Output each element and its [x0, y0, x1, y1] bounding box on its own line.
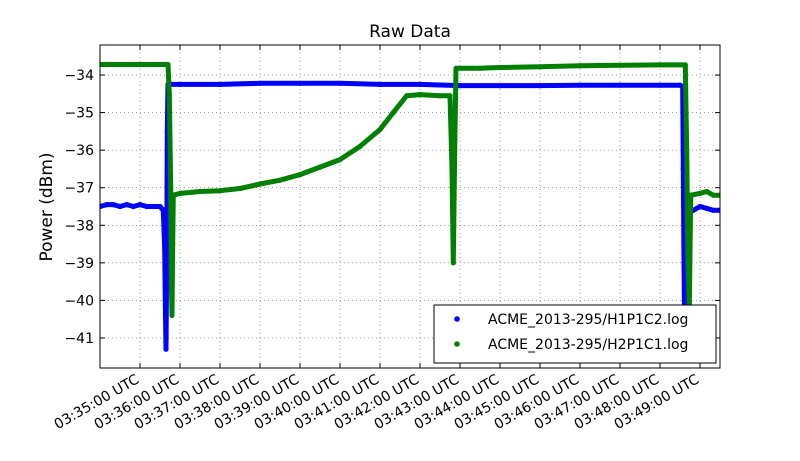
data-point [137, 61, 143, 68]
data-point [337, 80, 343, 86]
data-point [717, 192, 720, 198]
data-point [100, 203, 103, 210]
data-point [577, 82, 583, 88]
data-point [377, 81, 383, 87]
data-point [157, 203, 163, 210]
data-point [337, 157, 343, 163]
data-point [617, 82, 623, 88]
data-point [657, 62, 663, 68]
data-point [697, 203, 703, 210]
y-tick-label: −40 [64, 293, 94, 309]
data-point [710, 192, 716, 198]
data-point [697, 190, 703, 196]
data-point [130, 203, 136, 210]
data-point [437, 93, 443, 99]
y-tick-label: −34 [64, 68, 94, 84]
data-point [257, 181, 263, 187]
data-point [390, 110, 396, 116]
y-tick-label: −37 [64, 181, 94, 197]
data-point [377, 126, 383, 133]
y-tick-label: −38 [64, 218, 94, 234]
data-point [168, 279, 174, 285]
data-point [237, 185, 243, 192]
data-point [417, 81, 423, 87]
data-point [457, 83, 463, 89]
data-point [453, 65, 459, 71]
data-point [160, 207, 166, 213]
data-point [497, 64, 503, 71]
data-point [170, 192, 176, 198]
data-point [117, 61, 123, 68]
data-point [704, 205, 710, 211]
legend-label-h2p1c1: ACME_2013-295/H2P1C1.log [488, 337, 688, 353]
series-2 [100, 61, 720, 318]
data-point [150, 203, 156, 210]
data-point [577, 63, 583, 69]
chart-title: Raw Data [369, 22, 451, 42]
data-point [110, 202, 116, 208]
data-point [447, 93, 453, 99]
data-point [277, 177, 283, 183]
series-trace [100, 62, 720, 318]
data-point [477, 65, 483, 71]
data-point [497, 83, 503, 89]
data-point [685, 260, 691, 266]
legend: ACME_2013-295/H1P1C2.log ACME_2013-295/H… [433, 304, 717, 364]
data-point [169, 312, 175, 318]
data-point [117, 203, 123, 210]
data-point [144, 203, 150, 210]
data-point [297, 80, 303, 86]
data-point [717, 207, 720, 213]
data-point [657, 82, 663, 88]
data-point [197, 188, 203, 195]
data-point [449, 166, 455, 172]
y-tick-label: −39 [64, 256, 94, 272]
data-point [704, 188, 710, 195]
data-point [162, 297, 168, 303]
data-point [688, 192, 694, 198]
data-point [217, 188, 223, 194]
data-point [166, 91, 172, 97]
data-point [100, 61, 103, 68]
data-point [217, 81, 223, 87]
data-point [177, 190, 183, 196]
y-tick-label: −36 [64, 143, 94, 159]
data-point [710, 207, 716, 213]
data-point [137, 202, 143, 208]
y-tick-label: −41 [64, 331, 94, 347]
data-point [452, 147, 458, 153]
data-point [684, 147, 690, 153]
data-point [164, 260, 170, 266]
legend-marker-h2p1c1 [454, 341, 460, 347]
data-point [163, 346, 169, 352]
data-point [297, 172, 303, 178]
data-point [357, 143, 363, 149]
data-point [124, 202, 130, 208]
legend-label-h1p1c2: ACME_2013-295/H1P1C2.log [488, 312, 688, 328]
data-point [317, 164, 323, 170]
legend-marker-h1p1c2 [454, 316, 460, 322]
data-point [170, 241, 176, 247]
data-point [104, 202, 110, 208]
data-point [404, 93, 410, 99]
plot-frame [99, 44, 721, 369]
y-axis-label: Power (dBm) [37, 152, 57, 261]
data-point [682, 62, 688, 68]
data-point [257, 80, 263, 86]
data-point [417, 92, 423, 98]
data-point [162, 245, 168, 251]
legend-box [433, 304, 717, 364]
data-point [157, 61, 163, 68]
y-tick-label: −35 [64, 106, 94, 122]
data-point [165, 61, 171, 68]
data-point [617, 62, 623, 68]
data-point [450, 260, 456, 266]
data-point [681, 260, 687, 266]
data-point [537, 64, 543, 70]
data-point [168, 185, 174, 191]
data-point [177, 81, 183, 87]
data-point [537, 83, 543, 89]
